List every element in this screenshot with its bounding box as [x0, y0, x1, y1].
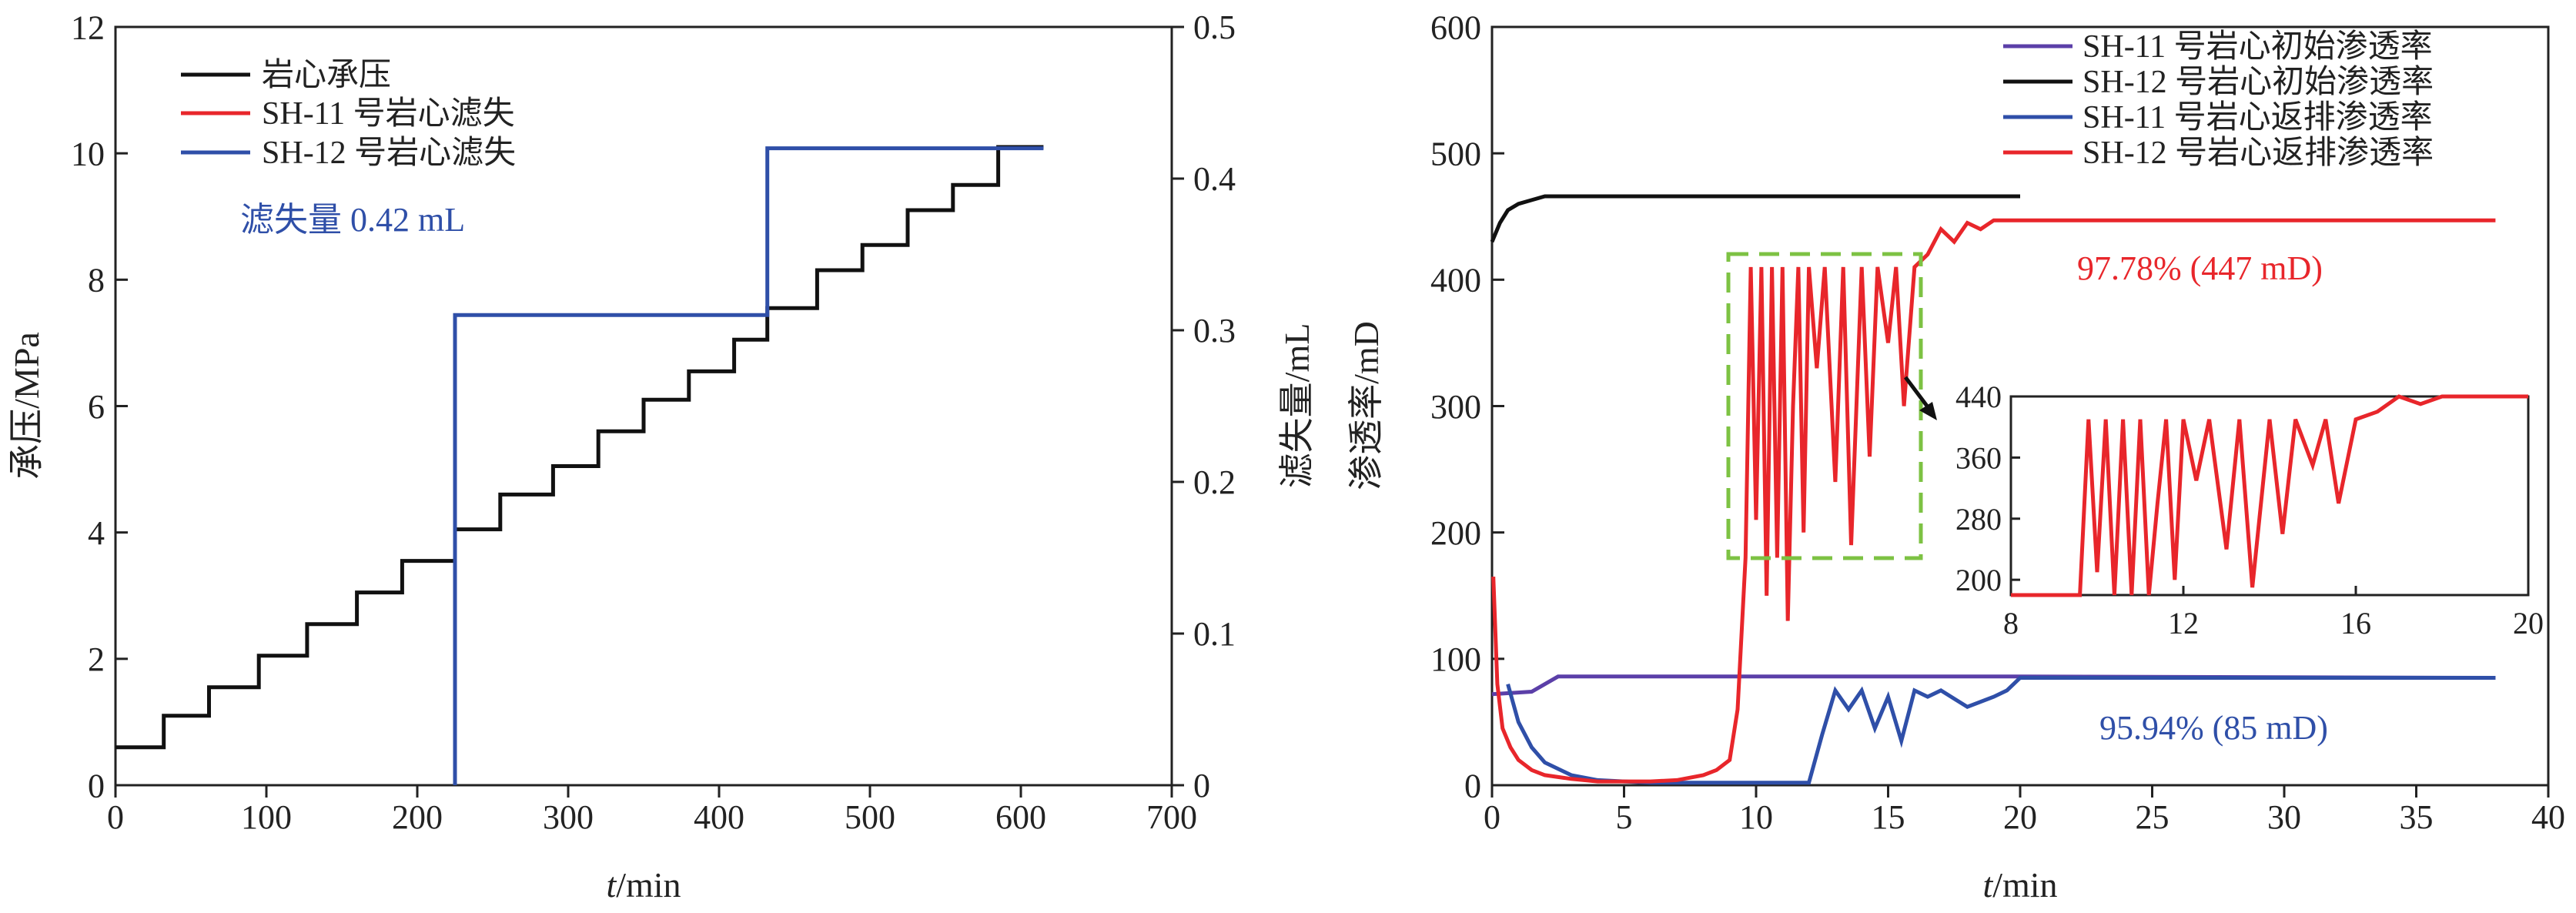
right-xtick-label-0: 0 [1484, 798, 1500, 836]
right-ytick-label-6: 600 [1430, 8, 1481, 46]
right-ytick-label-5: 500 [1430, 135, 1481, 173]
left-xtick-label-4: 400 [694, 798, 744, 836]
left-y-axis-label: 承压/MPa [7, 332, 46, 480]
left-legend: 岩心承压 SH-11 号岩心滤失 SH-12 号岩心滤失 [181, 58, 516, 171]
right-xtick-label-6: 30 [2267, 798, 2301, 836]
left-y2tick-label-1: 0.1 [1193, 615, 1236, 653]
left-ytick-label-2: 4 [88, 514, 105, 552]
right-legend-label-4: SH-12 号岩心返排渗透率 [2083, 135, 2434, 171]
right-series [1490, 194, 2496, 785]
highlight-box [1726, 252, 1923, 560]
inset-chart: 8 12 16 20 200 280 360 440 [1955, 380, 2544, 640]
left-xtick-label-2: 200 [392, 798, 443, 836]
left-xtick-label-3: 300 [543, 798, 594, 836]
right-x-axis-label: t/min [1982, 865, 2057, 905]
right-xtick-label-1: 5 [1616, 798, 1633, 836]
left-y2-axis-label: 滤失量/mL [1277, 323, 1316, 489]
left-x-axis-label-var: t [606, 865, 617, 905]
left-xtick-label-6: 600 [995, 798, 1046, 836]
right-legend-label-1: SH-11 号岩心初始渗透率 [2083, 28, 2433, 65]
left-y2tick-label-2: 0.2 [1193, 463, 1236, 501]
inset-ytick-label-0: 200 [1955, 563, 2002, 597]
right-annotation-blue: 95.94% (85 mD) [2099, 709, 2328, 747]
right-xtick-label-3: 15 [1872, 798, 1905, 836]
right-series-line-1 [1490, 194, 2020, 243]
left-legend-label-3: SH-12 号岩心滤失 [262, 135, 516, 171]
left-y2tick-label-3: 0.3 [1193, 312, 1236, 349]
inset-series-line [2011, 394, 2528, 597]
right-y-axis-label: 渗透率/mD [1347, 321, 1386, 490]
inset-xtick-label-1: 12 [2168, 606, 2199, 640]
left-ytick-label-1: 2 [88, 640, 105, 678]
right-annotation-red: 97.78% (447 mD) [2077, 249, 2323, 287]
left-xtick-label-5: 500 [845, 798, 895, 836]
left-xtick-label-7: 700 [1146, 798, 1197, 836]
right-xtick-label-8: 40 [2531, 798, 2565, 836]
left-chart: 岩心承压 SH-11 号岩心滤失 SH-12 号岩心滤失 滤失量 0.42 mL… [7, 8, 1316, 905]
inset-ytick-label-1: 280 [1955, 502, 2002, 537]
right-series-line-0 [1491, 674, 2496, 697]
right-series-line-2 [1506, 676, 2496, 785]
right-legend-label-2: SH-12 号岩心初始渗透率 [2083, 64, 2434, 100]
left-xtick-label-0: 0 [107, 798, 124, 836]
right-ytick-label-4: 400 [1430, 262, 1481, 299]
left-legend-label-2: SH-11 号岩心滤失 [262, 96, 515, 132]
left-ytick-label-5: 10 [71, 135, 105, 173]
inset-xtick-label-0: 8 [2003, 606, 2019, 640]
right-x-axis-label-unit: /min [1992, 865, 2057, 905]
left-annotation: 滤失量 0.42 mL [240, 201, 465, 239]
left-x-axis-label: t/min [606, 865, 681, 905]
right-ytick-label-0: 0 [1464, 767, 1481, 804]
left-y2tick-label-0: 0 [1193, 767, 1210, 804]
right-series-line-3 [1491, 218, 2496, 784]
inset-ytick-label-2: 360 [1955, 440, 2002, 475]
left-ytick-label-6: 12 [71, 8, 105, 46]
left-series [115, 145, 1044, 786]
right-xtick-label-2: 10 [1739, 798, 1773, 836]
inset-ytick-label-3: 440 [1955, 380, 2002, 414]
inset-xtick-label-3: 20 [2513, 606, 2544, 640]
left-y2tick-label-4: 0.4 [1193, 160, 1236, 198]
left-series-line-2 [453, 146, 1044, 785]
inset-xtick-label-2: 16 [2340, 606, 2371, 640]
left-series-line-0 [115, 145, 1044, 750]
right-xtick-label-4: 20 [2003, 798, 2037, 836]
right-legend: SH-11 号岩心初始渗透率 SH-12 号岩心初始渗透率 SH-11 号岩心返… [2003, 28, 2434, 171]
left-ytick-label-0: 0 [88, 767, 105, 804]
left-axes-ticks: 0 100 200 300 400 500 600 70002468101200.10.20.… [71, 8, 1236, 836]
right-ytick-label-1: 100 [1430, 640, 1481, 678]
left-y2tick-label-5: 0.5 [1193, 8, 1236, 46]
inset-series [2011, 394, 2528, 597]
right-xtick-label-5: 25 [2136, 798, 2170, 836]
inset-axes-ticks: 8 12 16 20 200 280 360 440 [1955, 380, 2544, 640]
right-xtick-label-7: 35 [2400, 798, 2434, 836]
right-ytick-label-3: 300 [1430, 388, 1481, 426]
left-x-axis-label-unit: /min [616, 865, 681, 905]
left-ytick-label-4: 8 [88, 262, 105, 299]
right-x-axis-label-var: t [1982, 865, 1993, 905]
right-ytick-label-2: 200 [1430, 514, 1481, 552]
left-legend-label-1: 岩心承压 [262, 58, 391, 93]
left-ytick-label-3: 6 [88, 388, 105, 426]
inset-pointer-arrowhead [1919, 402, 1937, 420]
left-xtick-label-1: 100 [241, 798, 292, 836]
inset-pointer-line [1904, 376, 1930, 410]
right-legend-label-3: SH-11 号岩心返排渗透率 [2083, 99, 2433, 135]
